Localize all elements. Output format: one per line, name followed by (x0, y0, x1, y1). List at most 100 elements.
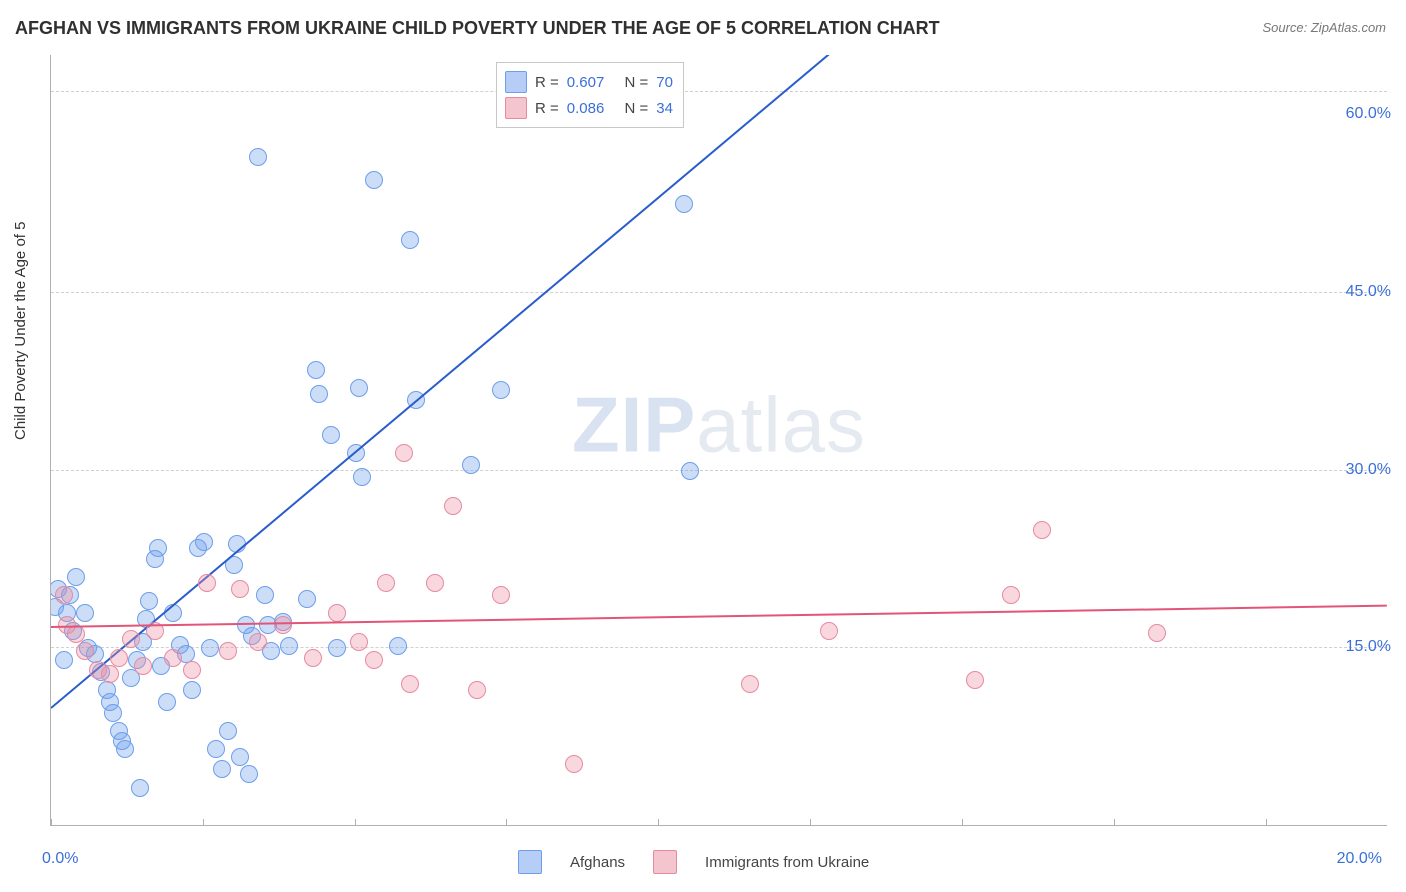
data-point (401, 231, 419, 249)
plot-area: ZIPatlas (50, 55, 1387, 826)
data-point (1148, 624, 1166, 642)
data-point (249, 148, 267, 166)
data-point (256, 586, 274, 604)
series-legend: Afghans Immigrants from Ukraine (518, 850, 869, 874)
x-tick (1266, 819, 1267, 826)
data-point (966, 671, 984, 689)
y-axis-label: Child Poverty Under the Age of 5 (12, 222, 29, 440)
data-point (395, 444, 413, 462)
watermark: ZIPatlas (572, 379, 866, 470)
x-tick (962, 819, 963, 826)
data-point (110, 649, 128, 667)
swatch-afghans (505, 71, 527, 93)
chart-title: AFGHAN VS IMMIGRANTS FROM UKRAINE CHILD … (15, 18, 940, 39)
data-point (76, 604, 94, 622)
data-point (140, 592, 158, 610)
data-point (55, 651, 73, 669)
data-point (55, 586, 73, 604)
data-point (131, 779, 149, 797)
data-point (231, 580, 249, 598)
data-point (231, 748, 249, 766)
data-point (116, 740, 134, 758)
data-point (101, 665, 119, 683)
x-axis-max-label: 20.0% (1337, 850, 1382, 868)
x-tick (810, 819, 811, 826)
data-point (462, 456, 480, 474)
data-point (183, 661, 201, 679)
data-point (350, 379, 368, 397)
data-point (681, 462, 699, 480)
x-tick (203, 819, 204, 826)
y-tick-label: 30.0% (1346, 461, 1391, 479)
data-point (468, 681, 486, 699)
data-point (353, 468, 371, 486)
y-tick-label: 45.0% (1346, 283, 1391, 301)
data-point (164, 649, 182, 667)
data-point (365, 171, 383, 189)
data-point (328, 639, 346, 657)
data-point (328, 604, 346, 622)
data-point (207, 740, 225, 758)
data-point (1002, 586, 1020, 604)
data-point (213, 760, 231, 778)
gridline (51, 470, 1387, 471)
data-point (1033, 521, 1051, 539)
data-point (195, 533, 213, 551)
data-point (741, 675, 759, 693)
correlation-legend: R = 0.607 N = 70 R = 0.086 N = 34 (496, 62, 684, 128)
data-point (307, 361, 325, 379)
data-point (298, 590, 316, 608)
data-point (67, 625, 85, 643)
y-tick-label: 15.0% (1346, 638, 1391, 656)
data-point (565, 755, 583, 773)
swatch-afghans (518, 850, 542, 874)
data-point (389, 637, 407, 655)
data-point (492, 381, 510, 399)
data-point (350, 633, 368, 651)
legend-row-afghans: R = 0.607 N = 70 (505, 69, 673, 95)
data-point (240, 765, 258, 783)
swatch-ukraine (505, 97, 527, 119)
data-point (122, 630, 140, 648)
x-tick (506, 819, 507, 826)
source-attribution: Source: ZipAtlas.com (1262, 20, 1386, 35)
data-point (134, 657, 152, 675)
data-point (426, 574, 444, 592)
data-point (322, 426, 340, 444)
x-tick (355, 819, 356, 826)
series-label-afghans: Afghans (570, 854, 625, 871)
swatch-ukraine (653, 850, 677, 874)
data-point (310, 385, 328, 403)
data-point (274, 616, 292, 634)
data-point (76, 642, 94, 660)
data-point (280, 637, 298, 655)
data-point (675, 195, 693, 213)
data-point (219, 722, 237, 740)
gridline (51, 91, 1387, 92)
gridline (51, 292, 1387, 293)
data-point (158, 693, 176, 711)
data-point (492, 586, 510, 604)
data-point (401, 675, 419, 693)
x-axis-min-label: 0.0% (42, 850, 78, 868)
data-point (149, 539, 167, 557)
x-tick (51, 819, 52, 826)
data-point (249, 633, 267, 651)
data-point (198, 574, 216, 592)
data-point (104, 704, 122, 722)
data-point (67, 568, 85, 586)
series-label-ukraine: Immigrants from Ukraine (705, 854, 869, 871)
data-point (444, 497, 462, 515)
data-point (201, 639, 219, 657)
y-tick-label: 60.0% (1346, 105, 1391, 123)
data-point (164, 604, 182, 622)
data-point (219, 642, 237, 660)
data-point (377, 574, 395, 592)
data-point (304, 649, 322, 667)
legend-row-ukraine: R = 0.086 N = 34 (505, 95, 673, 121)
x-tick (1114, 819, 1115, 826)
data-point (365, 651, 383, 669)
data-point (820, 622, 838, 640)
data-point (183, 681, 201, 699)
x-tick (658, 819, 659, 826)
